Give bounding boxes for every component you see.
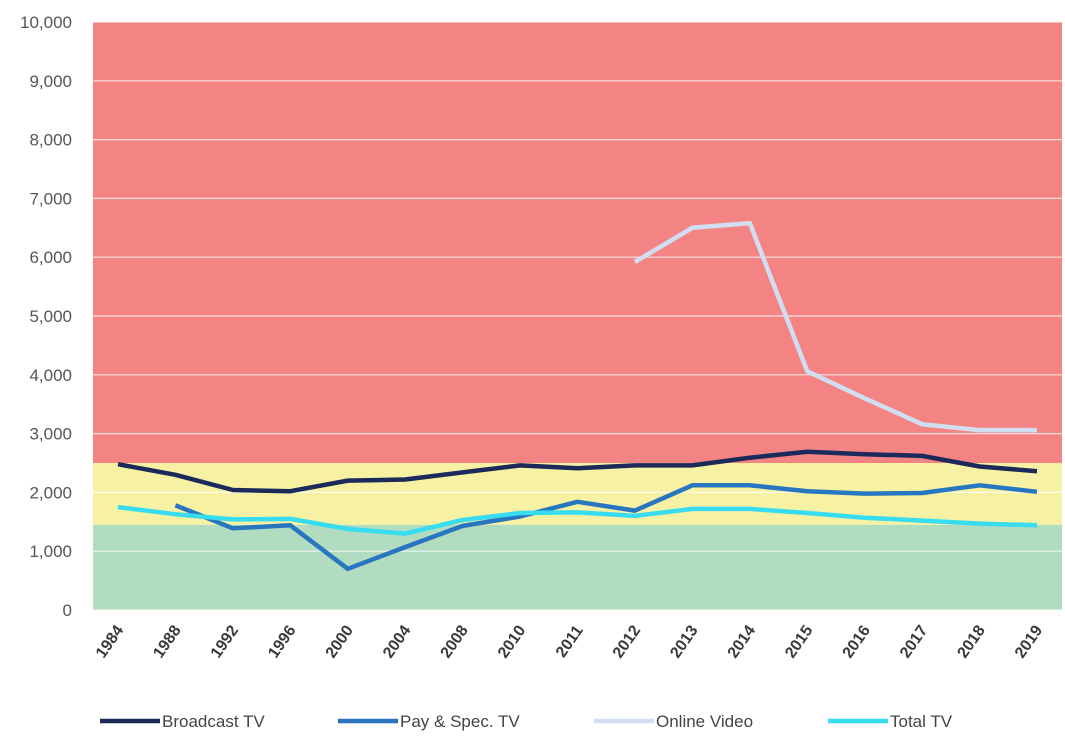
- y-tick-label: 3,000: [29, 425, 72, 444]
- x-tick-label: 2000: [323, 622, 357, 661]
- x-tick-label: 2017: [897, 622, 931, 661]
- y-tick-label: 0: [63, 601, 72, 620]
- x-tick-label: 2011: [553, 622, 587, 660]
- y-axis: 0 1,000 2,000 3,000 4,000 5,000 6,000 7,000 8,00…: [20, 13, 72, 620]
- legend-item: Total TV: [828, 712, 953, 731]
- series-line-broadcast-tv: [117, 449, 1038, 494]
- series-lines: [117, 220, 1038, 572]
- series-line-online-video: [633, 220, 1037, 433]
- background-band-0: [93, 524, 1062, 610]
- x-tick-label: 1984: [93, 622, 127, 661]
- legend-item: Pay & Spec. TV: [338, 712, 520, 731]
- y-tick-label: 9,000: [29, 72, 72, 91]
- x-tick-label: 2015: [782, 622, 816, 661]
- y-tick-label: 2,000: [29, 483, 72, 502]
- series-line-total-tv: [117, 504, 1038, 536]
- legend-label: Online Video: [656, 712, 753, 731]
- legend: Broadcast TV Pay & Spec. TV Online Video To…: [100, 712, 953, 731]
- x-tick-label: 2004: [380, 622, 414, 661]
- y-tick-label: 1,000: [29, 542, 72, 561]
- x-tick-label: 2010: [495, 622, 529, 661]
- series-line-pay-spec-tv: [174, 483, 1038, 572]
- legend-label: Pay & Spec. TV: [400, 712, 520, 731]
- x-tick-label: 2013: [667, 622, 701, 661]
- x-tick-label: 1996: [265, 622, 299, 661]
- x-tick-label: 2014: [725, 622, 759, 661]
- legend-item: Broadcast TV: [100, 712, 265, 731]
- y-tick-label: 8,000: [29, 131, 72, 150]
- y-tick-label: 10,000: [20, 13, 72, 32]
- legend-label: Broadcast TV: [162, 712, 265, 731]
- x-tick-label: 1988: [150, 622, 184, 661]
- y-tick-label: 6,000: [29, 248, 72, 267]
- y-tick-label: 7,000: [29, 189, 72, 208]
- legend-item: Online Video: [594, 712, 753, 731]
- x-axis: 1984 1988 1992 1996 2000 2004 2008 2010 2011 2012…: [93, 622, 1046, 661]
- background-band-2: [93, 22, 1062, 463]
- y-tick-label: 4,000: [29, 366, 72, 385]
- y-tick-label: 5,000: [29, 307, 72, 326]
- x-tick-label: 2019: [1012, 622, 1046, 661]
- legend-label: Total TV: [890, 712, 953, 731]
- x-tick-label: 1992: [208, 622, 242, 661]
- x-tick-label: 2016: [840, 622, 874, 661]
- x-tick-label: 2012: [610, 622, 644, 661]
- x-tick-label: 2008: [438, 622, 472, 661]
- x-tick-label: 2018: [954, 622, 988, 661]
